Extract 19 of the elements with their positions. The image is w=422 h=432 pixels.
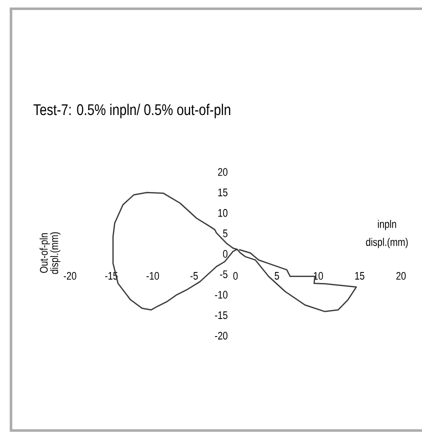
x-tick-label: 10 — [314, 272, 323, 280]
y-axis-title: Out-of-pln displ.(mm) — [40, 232, 60, 274]
x-tick-label: -5 — [190, 272, 198, 280]
y-tick-label: 5 — [223, 230, 228, 238]
y-tick-label: 20 — [218, 168, 228, 176]
chart-title: Test-7: 0.5% inpln/ 0.5% out-of-pln — [33, 104, 230, 118]
y-tick-label: 0 — [223, 250, 228, 258]
y-tick-label: -15 — [215, 311, 228, 320]
x-tick-label: 20 — [396, 272, 406, 280]
x-tick-label: 0 — [233, 272, 238, 280]
y-tick-label: -20 — [215, 332, 228, 340]
x-tick-label: 5 — [274, 272, 280, 280]
y-tick-label: 15 — [218, 188, 228, 196]
x-tick-label: 15 — [355, 272, 364, 280]
x-tick-label: -20 — [64, 272, 76, 280]
y-tick-label: -10 — [215, 290, 228, 299]
y-tick-label: 10 — [218, 209, 228, 217]
x-tick-label: -10 — [146, 272, 159, 280]
x-axis-title: inpln displ.(mm) — [366, 220, 408, 248]
